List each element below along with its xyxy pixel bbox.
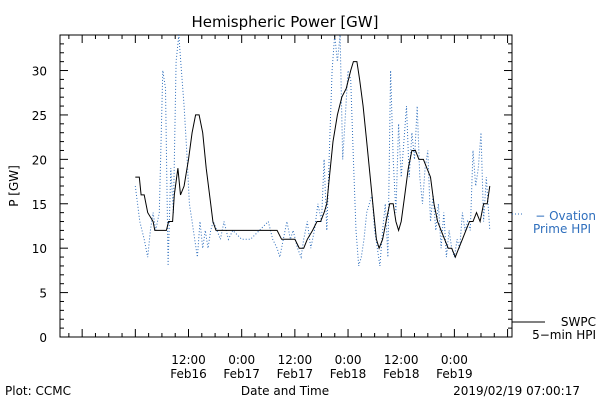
y-tick-label: 10 [32, 242, 47, 256]
y-tick-label: 0 [39, 331, 47, 345]
plot-timestamp: 2019/02/19 07:00:17 [453, 384, 580, 398]
legend-swpc-label: SWPC [561, 315, 596, 329]
y-axis-label: P [GW] [7, 165, 21, 207]
x-tick-date-label: Feb16 [170, 367, 207, 381]
legend: SWPC 5−min HPI − Ovation Prime HPI [512, 209, 596, 342]
x-tick-time-label: 12:00 [278, 353, 313, 367]
legend-ovation-label: − Ovation [535, 209, 596, 223]
x-tick-time-label: 12:00 [384, 353, 419, 367]
plot-frame [59, 34, 513, 338]
x-tick-time-label: 12:00 [171, 353, 206, 367]
y-axis: 0 5 10 15 20 25 30 [32, 43, 512, 345]
x-tick-time-label: 0:00 [335, 353, 362, 367]
plot-credit: Plot: CCMC [5, 384, 71, 398]
x-tick-date-label: Feb19 [436, 367, 473, 381]
chart-title: Hemispheric Power [GW] [192, 13, 379, 31]
y-tick-label: 20 [32, 153, 47, 167]
legend-swpc-sublabel: 5−min HPI [532, 328, 596, 342]
x-axis-label: Date and Time [241, 384, 329, 398]
x-tick-time-label: 0:00 [228, 353, 255, 367]
x-axis: 12:00Feb160:00Feb1712:00Feb170:00Feb1812… [68, 35, 509, 381]
x-tick-date-label: Feb18 [383, 367, 420, 381]
x-tick-time-label: 0:00 [441, 353, 468, 367]
x-tick-date-label: Feb18 [330, 367, 367, 381]
y-tick-label: 15 [32, 198, 47, 212]
legend-ovation-sublabel: Prime HPI [533, 222, 591, 236]
x-tick-date-label: Feb17 [277, 367, 314, 381]
series-layer [134, 34, 491, 267]
y-tick-label: 5 [39, 287, 47, 301]
x-tick-date-label: Feb17 [223, 367, 260, 381]
series-line-swpc [135, 61, 491, 259]
y-tick-label: 25 [32, 109, 47, 123]
y-tick-label: 30 [32, 65, 47, 79]
